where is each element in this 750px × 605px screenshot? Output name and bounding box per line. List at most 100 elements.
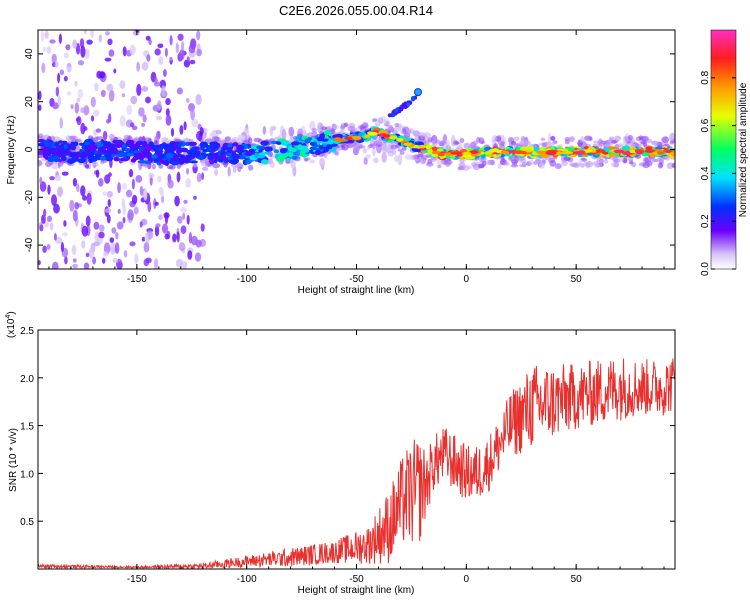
heatmap-cell	[144, 232, 149, 243]
heatmap-cell	[141, 61, 149, 71]
heatmap-cell	[264, 150, 271, 155]
heatmap-cell	[545, 151, 557, 155]
heatmap-cell	[99, 224, 105, 232]
heatmap-cell	[66, 62, 72, 73]
heatmap-cell	[98, 231, 105, 239]
heatmap-cell	[364, 134, 371, 139]
heatmap-cell	[200, 146, 205, 151]
heatmap-cell	[126, 189, 133, 198]
heatmap-cell	[143, 258, 150, 267]
colorbar-gradient	[710, 29, 737, 270]
heatmap-cell	[401, 147, 407, 151]
heatmap-cell	[309, 142, 315, 146]
heatmap-cell	[156, 100, 162, 111]
heatmap-cell	[365, 154, 371, 159]
heatmap-cell	[90, 115, 95, 122]
heatmap-cell	[138, 107, 145, 117]
heatmap-cell	[214, 168, 219, 176]
colorbar-label: Normalized spectral amplitude	[738, 82, 749, 217]
heatmap-cell	[44, 30, 49, 39]
heatmap-cell	[65, 135, 71, 141]
heatmap-cell	[178, 242, 186, 252]
heatmap-cell	[380, 143, 388, 151]
heatmap-cell	[596, 158, 601, 164]
heatmap-cell	[519, 140, 524, 146]
heatmap-cell	[202, 132, 206, 143]
heatmap-cell	[83, 105, 90, 116]
heatmap-cell	[256, 145, 265, 150]
heatmap-cell	[157, 175, 162, 183]
heatmap-cell	[351, 135, 362, 140]
heatmap-cell	[436, 159, 445, 165]
heatmap-cell	[72, 209, 78, 222]
heatmap-cell	[213, 158, 218, 164]
heatmap-cell	[568, 136, 575, 143]
snr-series-line	[38, 358, 675, 569]
heatmap-cell	[614, 135, 622, 141]
heatmap-cell	[50, 222, 54, 231]
heatmap-cell	[262, 125, 267, 135]
heatmap-cell	[41, 62, 46, 74]
heatmap-cell	[113, 156, 120, 162]
heatmap-cell	[155, 115, 163, 121]
heatmap-cell	[258, 149, 263, 153]
heatmap-cell	[391, 113, 396, 118]
heatmap-cell	[62, 140, 68, 145]
spectrogram-heatmap	[38, 30, 675, 269]
heatmap-cell	[640, 140, 646, 145]
heatmap-cell	[96, 152, 102, 157]
heatmap-cell	[107, 38, 113, 46]
heatmap-cell	[68, 145, 74, 150]
heatmap-cell	[148, 38, 152, 46]
heatmap-cell	[79, 142, 85, 146]
heatmap-cell	[172, 145, 179, 151]
heatmap-cell	[536, 150, 547, 155]
heatmap-cell	[394, 108, 399, 113]
heatmap-cell	[538, 160, 543, 168]
heatmap-cell	[166, 152, 174, 159]
heatmap-cell	[74, 102, 80, 114]
heatmap-cell	[52, 102, 59, 110]
heatmap-cell	[176, 163, 181, 169]
heatmap-cell	[46, 244, 51, 250]
heatmap-cell	[261, 159, 269, 165]
heatmap-cell	[80, 152, 88, 157]
heatmap-cell	[133, 206, 139, 215]
heatmap-cell	[163, 69, 167, 77]
heatmap-cell	[77, 88, 84, 99]
x-tick-label: -50	[349, 274, 364, 285]
heatmap-cell	[59, 69, 65, 76]
heatmap-cell	[613, 149, 625, 154]
heatmap-cell	[158, 56, 164, 65]
heatmap-cell	[104, 174, 111, 184]
heatmap-cell	[137, 152, 143, 159]
heatmap-cell	[187, 250, 193, 260]
heatmap-cell	[158, 164, 164, 169]
heatmap-cell	[178, 159, 185, 165]
heatmap-cell	[299, 150, 306, 155]
heatmap-cell	[432, 142, 438, 147]
heatmap-cell	[454, 141, 460, 145]
heatmap-cell	[402, 128, 407, 134]
snr-xlabel: Height of straight line (km)	[298, 585, 415, 596]
heatmap-cell	[279, 148, 287, 154]
heatmap-cell	[62, 149, 68, 154]
heatmap-cell	[86, 192, 92, 205]
heatmap-cell	[635, 150, 644, 155]
heatmap-cell	[377, 117, 383, 123]
heatmap-cell	[645, 146, 653, 150]
heatmap-cell	[319, 145, 324, 150]
heatmap-cell	[154, 144, 162, 149]
heatmap-cell	[72, 263, 79, 269]
heatmap-cell	[578, 150, 586, 154]
heatmap-cell	[123, 250, 128, 258]
heatmap-cell	[291, 155, 298, 160]
heatmap-cell	[197, 155, 205, 161]
heatmap-cell	[129, 44, 136, 56]
heatmap-cell	[83, 126, 88, 131]
heatmap-cell	[179, 124, 184, 135]
heatmap-cell	[71, 244, 77, 255]
heatmap-cell	[520, 150, 527, 155]
heatmap-cell	[431, 150, 441, 155]
heatmap-cell	[287, 151, 294, 158]
